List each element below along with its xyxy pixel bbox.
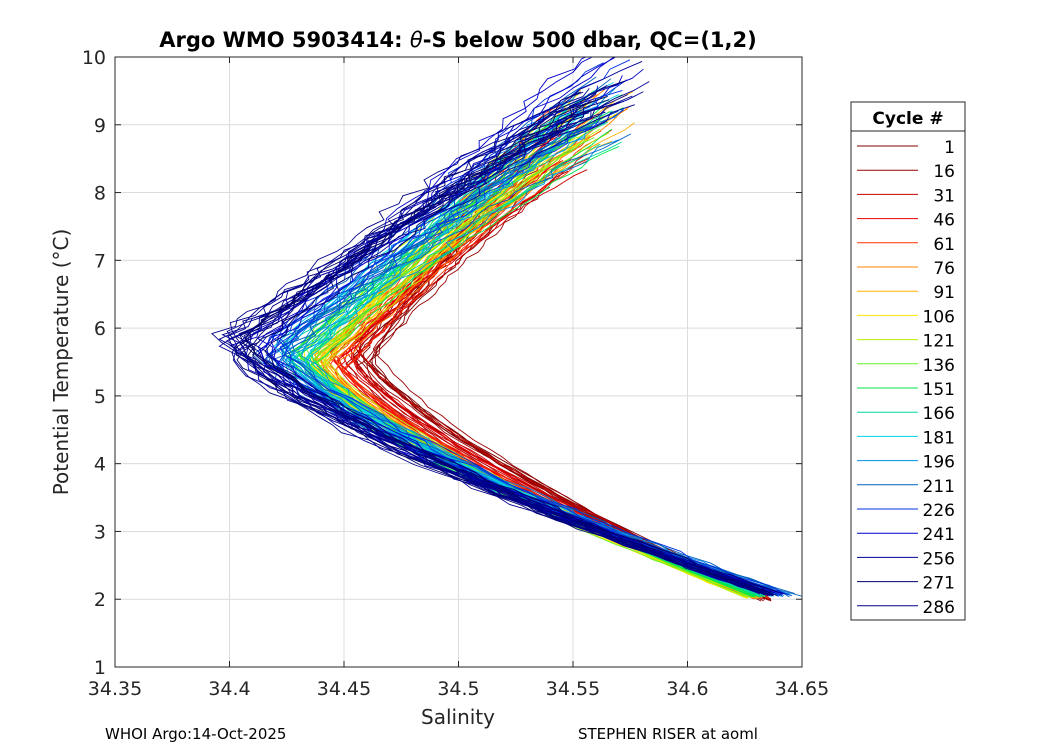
profile-line <box>264 99 778 597</box>
legend-items: 1 16 31 46 61 76 91 106 121 136 151 166 181 196 211 226… <box>857 138 955 618</box>
profile-line <box>320 108 756 596</box>
profile-line <box>267 118 782 595</box>
profile-line <box>337 133 769 597</box>
profile-line <box>355 177 764 602</box>
chart-title-suffix: -S below 500 dbar, QC=(1,2) <box>423 28 757 52</box>
profile-line <box>343 160 765 597</box>
legend: Cycle # 11631466176911061211361511661811… <box>850 101 966 621</box>
y-tick-label: 7 <box>94 250 106 272</box>
profile-line <box>284 139 779 595</box>
x-tick-label: 34.5 <box>437 678 479 700</box>
profile-line <box>271 136 781 597</box>
plot-area <box>211 57 802 602</box>
legend-label: 286 <box>923 598 955 618</box>
legend-title: Cycle # <box>872 109 943 129</box>
profile-line <box>310 136 762 595</box>
legend-label: 181 <box>923 428 955 448</box>
legend-label: 151 <box>923 380 955 400</box>
y-tick-label: 8 <box>94 183 106 205</box>
y-axis-label: Potential Temperature (°C) <box>49 229 73 496</box>
legend-label: 166 <box>923 404 955 424</box>
profile-line <box>355 153 757 597</box>
profile-line <box>336 115 756 597</box>
x-tick-label: 34.35 <box>88 678 142 700</box>
profile-line <box>334 123 767 598</box>
profile-line <box>372 143 764 600</box>
profile-line <box>314 122 751 599</box>
profile-line <box>314 136 764 597</box>
profile-line <box>281 110 766 597</box>
y-tick-labels: 1 2 3 4 5 6 7 8 9 10 <box>82 47 106 679</box>
profile-line <box>328 129 757 600</box>
x-axis-label: Salinity <box>421 705 495 729</box>
x-tick-label: 34.65 <box>775 678 829 700</box>
legend-label: 91 <box>933 283 955 303</box>
profile-line <box>225 95 766 596</box>
legend-label: 76 <box>933 259 955 279</box>
profile-lines <box>211 57 802 602</box>
profile-line <box>256 57 773 596</box>
profile-line <box>282 141 762 595</box>
profile-line <box>243 107 779 593</box>
legend-label: 256 <box>923 549 955 569</box>
profile-line <box>312 139 759 595</box>
y-tick-label: 2 <box>94 589 106 611</box>
footer-credit: STEPHEN RISER at aoml <box>578 725 758 743</box>
legend-label: 61 <box>933 235 955 255</box>
profile-line <box>236 100 765 595</box>
x-tick-label: 34.55 <box>546 678 600 700</box>
profile-line <box>218 81 770 596</box>
x-tick-label: 34.45 <box>317 678 371 700</box>
profile-line <box>310 140 760 597</box>
chart-title-prefix: Argo WMO 5903414: <box>159 28 410 52</box>
legend-label: 121 <box>923 332 955 352</box>
profile-line <box>337 138 756 599</box>
legend-label: 271 <box>923 574 955 594</box>
profile-line <box>231 100 759 593</box>
legend-label: 226 <box>923 501 955 521</box>
profile-line <box>352 146 757 597</box>
profile-line <box>318 117 751 597</box>
y-tick-label: 4 <box>94 454 106 476</box>
y-tick-label: 5 <box>94 386 106 408</box>
legend-label: 16 <box>933 162 955 182</box>
footer-source: WHOI Argo:14-Oct-2025 <box>105 725 287 743</box>
legend-label: 31 <box>933 186 955 206</box>
y-tick-label: 3 <box>94 521 106 543</box>
x-tick-label: 34.6 <box>666 678 708 700</box>
profile-line <box>218 104 775 596</box>
profile-line <box>299 123 758 597</box>
legend-label: 1 <box>944 138 955 158</box>
legend-label: 241 <box>923 525 955 545</box>
profile-line <box>345 127 762 598</box>
profile-line <box>322 136 749 596</box>
legend-label: 106 <box>923 307 955 327</box>
profile-line <box>314 134 746 597</box>
profile-line <box>301 128 784 598</box>
profile-line <box>211 112 771 596</box>
profile-line <box>358 176 768 600</box>
y-tick-label: 10 <box>82 47 106 69</box>
profile-line <box>309 122 749 599</box>
profile-line <box>316 138 752 595</box>
chart-title-theta: θ <box>410 28 423 52</box>
profile-line <box>363 166 766 598</box>
legend-label: 46 <box>933 211 955 231</box>
axis-ticks <box>114 56 803 668</box>
y-tick-label: 6 <box>94 318 106 340</box>
profile-line <box>247 103 773 596</box>
profile-line <box>226 91 761 594</box>
y-tick-label: 1 <box>94 657 106 679</box>
x-tick-label: 34.4 <box>208 678 250 700</box>
profile-line <box>298 117 751 596</box>
y-tick-label: 9 <box>94 115 106 137</box>
legend-label: 136 <box>923 356 955 376</box>
chart-title: Argo WMO 5903414: θ-S below 500 dbar, QC… <box>159 28 756 52</box>
legend-label: 211 <box>923 477 955 497</box>
legend-label: 196 <box>923 453 955 473</box>
profile-line <box>345 170 772 601</box>
x-tick-labels: 34.35 34.4 34.45 34.5 34.55 34.6 34.65 <box>88 678 829 700</box>
profile-line <box>310 137 745 598</box>
